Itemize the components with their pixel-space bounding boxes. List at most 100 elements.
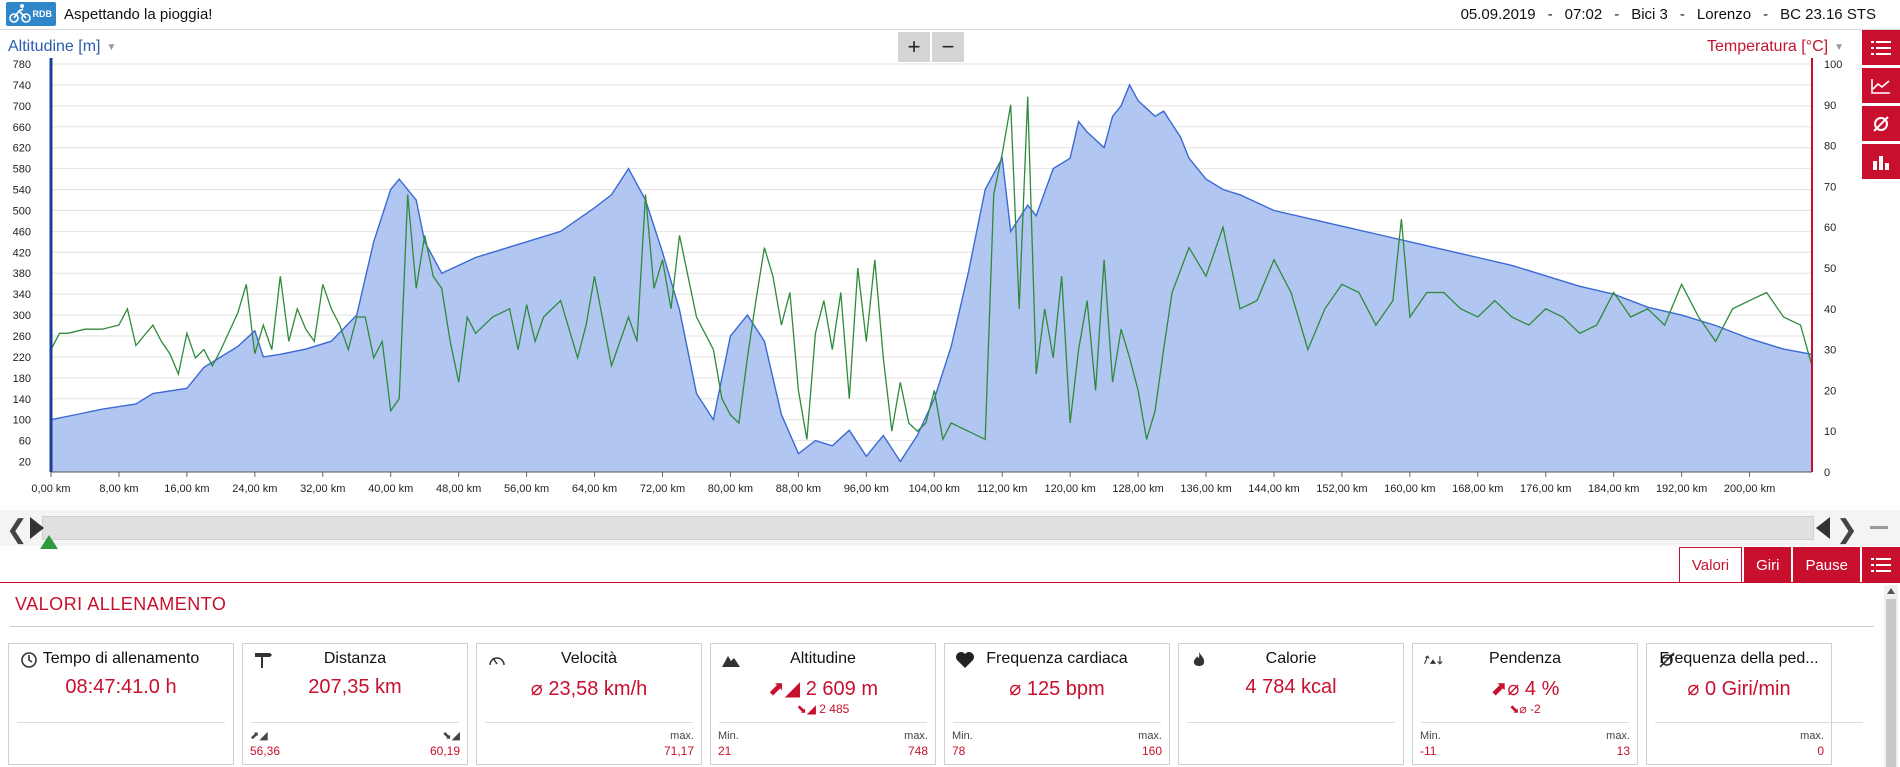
left-tick-label: 340 [13, 289, 31, 301]
separator: - [1763, 6, 1769, 23]
left-tick-label: 100 [13, 415, 31, 427]
card-title: Calorie [1265, 650, 1317, 667]
card-max-label: ⬊◢ [442, 730, 460, 742]
card-value: ⬈⌀ 4 % [1490, 678, 1560, 700]
range-scrubber[interactable]: ❮ ❯ [0, 510, 1900, 549]
left-axis-selector[interactable]: Altitudine [m] ▼ [8, 38, 116, 56]
right-tick-label: 0 [1824, 467, 1830, 479]
card-sub-value: ⬊⌀ -2 [1509, 702, 1541, 716]
right-tick-label: 50 [1824, 263, 1836, 275]
metric-card[interactable]: Pendenza ⬈⌀ 4 % ⬊⌀ -2 Min. -11 max. 13 [1412, 643, 1638, 765]
left-tick-label: 540 [13, 185, 31, 197]
card-divider [1421, 722, 1629, 723]
session-device: BC 23.16 STS [1780, 6, 1876, 23]
chevron-left-icon[interactable]: ❮ [6, 514, 28, 544]
card-min: Min. 78 [952, 730, 973, 760]
card-max-label: max. [1606, 730, 1630, 742]
right-tick-label: 60 [1824, 222, 1836, 234]
card-title: Frequenza della ped... [1659, 650, 1819, 667]
tab-giri[interactable]: Giri [1744, 547, 1792, 583]
workout-title: Aspettando la pioggia! [64, 6, 213, 23]
zoom-in-button[interactable]: + [898, 32, 930, 62]
x-tick-label: 128,00 km [1112, 483, 1163, 495]
card-min-value: -11 [1420, 744, 1437, 758]
tab-valori[interactable]: Valori [1678, 547, 1743, 583]
collapse-icon[interactable] [1870, 526, 1888, 529]
x-tick-label: 8,00 km [99, 483, 138, 495]
x-tick-label: 0,00 km [31, 483, 70, 495]
position-marker[interactable] [40, 535, 58, 549]
card-min: Min. -11 [1420, 730, 1441, 760]
card-title: Altitudine [790, 650, 856, 667]
session-user: Lorenzo [1696, 6, 1752, 23]
chevron-down-icon[interactable]: ▼ [106, 41, 117, 53]
list-icon[interactable] [1862, 547, 1900, 583]
metric-card[interactable]: Calorie 4 784 kcal [1178, 643, 1404, 765]
speedometer-icon [487, 650, 507, 670]
left-tick-label: 660 [13, 122, 31, 134]
card-min-value: 21 [718, 744, 732, 758]
range-end-handle[interactable] [1816, 517, 1830, 539]
bar-chart-icon[interactable] [1862, 144, 1900, 179]
card-divider [251, 722, 459, 723]
right-tick-label: 100 [1824, 59, 1842, 71]
x-tick-label: 136,00 km [1180, 483, 1231, 495]
zoom-out-button[interactable]: − [932, 32, 964, 62]
x-tick-label: 144,00 km [1248, 483, 1299, 495]
card-max-value: 160 [1141, 744, 1162, 758]
x-tick-label: 176,00 km [1520, 483, 1571, 495]
card-title: Velocità [560, 650, 618, 667]
card-value: ⌀ 23,58 km/h [530, 678, 648, 700]
cyclist-icon [9, 4, 31, 23]
card-value: 08:47:41.0 h [65, 676, 177, 698]
panel-scrollbar[interactable] [1884, 585, 1898, 767]
left-tick-label: 180 [13, 373, 31, 385]
right-axis-selector[interactable]: Temperatura [°C] ▼ [1707, 38, 1844, 56]
x-tick-label: 40,00 km [368, 483, 413, 495]
chevron-down-icon[interactable]: ▼ [1834, 41, 1844, 53]
metric-card[interactable]: Velocità ⌀ 23,58 km/h max. 71,17 [476, 643, 702, 765]
x-tick-label: 152,00 km [1316, 483, 1367, 495]
clock-icon [19, 650, 39, 670]
x-tick-label: 56,00 km [504, 483, 549, 495]
altitude-temperature-chart[interactable]: 20 60 100 140 180 220 260 300 340 380 420 460 500 540… [0, 30, 1900, 510]
left-tick-label: 500 [13, 205, 31, 217]
list-icon[interactable] [1862, 30, 1900, 65]
x-tick-label: 168,00 km [1452, 483, 1503, 495]
card-min-label: Min. [1420, 730, 1441, 742]
metric-card[interactable]: Distanza 207,35 km ⬈◢ 56,36 ⬊◢ 60,19 [242, 643, 468, 765]
scrollbar-thumb[interactable] [1886, 599, 1896, 767]
mountain-icon [721, 650, 741, 670]
x-tick-label: 192,00 km [1656, 483, 1707, 495]
card-max: max. 160 [1138, 730, 1162, 760]
line-chart-icon[interactable] [1862, 68, 1900, 103]
x-tick-label: 200,00 km [1724, 483, 1775, 495]
average-icon[interactable] [1862, 106, 1900, 141]
left-tick-label: 220 [13, 352, 31, 364]
card-divider [17, 722, 225, 723]
metric-card[interactable]: Frequenza cardiaca ⌀ 125 bpm Min. 78 max. 160 [944, 643, 1170, 765]
altitude-line [50, 83, 1813, 463]
card-min: Min. 21 [718, 730, 739, 760]
chart-side-toolbar [1862, 30, 1900, 179]
card-value: 4 784 kcal [1245, 676, 1337, 698]
tabs-underline [0, 582, 1900, 583]
metric-card[interactable]: Tempo di allenamento 08:47:41.0 h [8, 643, 234, 765]
metric-card[interactable]: Frequenza della ped... ⌀ 0 Giri/min max. 0 [1646, 643, 1863, 765]
chart-canvas[interactable]: 2060100140180220260300340380420460500540… [0, 30, 1860, 510]
metric-card[interactable]: Altitudine ⬈◢ 2 609 m ⬊◢ 2 485 Min. 21 max. 74… [710, 643, 936, 765]
x-tick-label: 80,00 km [708, 483, 753, 495]
scrub-track[interactable] [42, 516, 1814, 540]
card-sub-value: ⬊◢ 2 485 [796, 702, 850, 716]
scroll-up-icon[interactable] [1887, 588, 1895, 594]
card-divider [1187, 722, 1395, 723]
card-max: max. 0 [1800, 730, 1824, 760]
chevron-right-icon[interactable]: ❯ [1836, 514, 1858, 544]
card-title: Distanza [323, 650, 387, 667]
tab-pause[interactable]: Pause [1793, 547, 1860, 583]
temperature-line [50, 96, 1813, 442]
separator: - [1614, 6, 1620, 23]
right-tick-label: 90 [1824, 100, 1836, 112]
right-tick-label: 20 [1824, 385, 1836, 397]
x-tick-label: 72,00 km [640, 483, 685, 495]
